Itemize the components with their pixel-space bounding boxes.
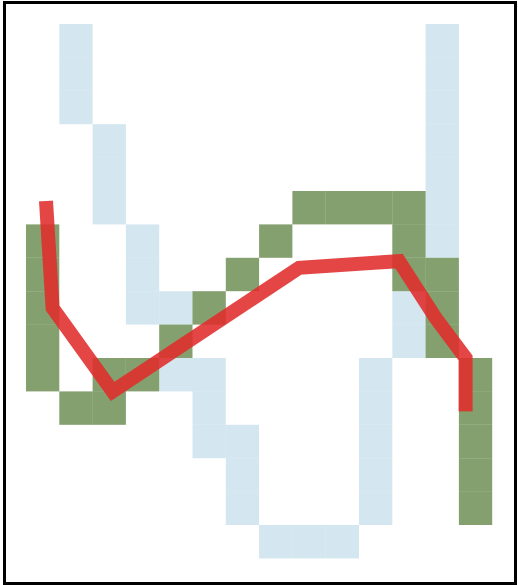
pale-blue-cell [92, 124, 126, 158]
pale-blue-cell [425, 90, 459, 125]
pale-blue-cell [59, 90, 93, 125]
pale-blue-cell [359, 491, 393, 525]
pale-blue-cell [192, 358, 226, 392]
pale-blue-cell [259, 525, 293, 559]
pale-blue-cell [425, 157, 459, 191]
green-cell [359, 191, 393, 225]
pale-blue-cell [192, 424, 226, 459]
pale-blue-cell [125, 257, 160, 292]
pale-blue-cell [392, 324, 426, 358]
pale-blue-cell [125, 224, 160, 258]
green-cell [26, 324, 60, 358]
pale-blue-cell [359, 458, 393, 492]
pale-blue-cell [359, 391, 393, 425]
pale-blue-cell [292, 525, 326, 559]
green-cell [458, 491, 493, 525]
game-board [26, 24, 493, 559]
red-path-line [39, 200, 473, 412]
pale-blue-cell [159, 291, 193, 325]
game-board-frame [3, 1, 517, 585]
pale-blue-cell [192, 391, 226, 425]
pale-blue-cell [225, 458, 260, 492]
green-cell [325, 191, 359, 225]
pale-blue-cell [425, 224, 459, 258]
pale-blue-cell [359, 358, 393, 392]
pale-blue-cell [359, 424, 393, 459]
green-cell [392, 191, 426, 225]
green-cell [292, 191, 326, 225]
pale-blue-cell [425, 191, 459, 225]
pale-blue-cell [59, 24, 93, 58]
green-cell [59, 391, 93, 425]
pale-blue-cell [92, 191, 126, 225]
pale-blue-cell [225, 491, 260, 525]
pale-blue-cell [92, 157, 126, 191]
green-cell [458, 458, 493, 492]
pale-blue-cell [425, 57, 459, 91]
pale-blue-cell [59, 57, 93, 91]
green-cell [26, 358, 60, 392]
pale-blue-cell [225, 424, 260, 459]
green-cell [225, 257, 260, 292]
green-cell [425, 257, 459, 292]
green-cell [392, 224, 426, 258]
green-cell [259, 224, 293, 258]
pale-blue-cell [425, 124, 459, 158]
pale-blue-cell [425, 24, 459, 58]
pale-blue-cell [125, 291, 160, 325]
green-cell [458, 424, 493, 459]
pale-blue-cell [325, 525, 359, 559]
